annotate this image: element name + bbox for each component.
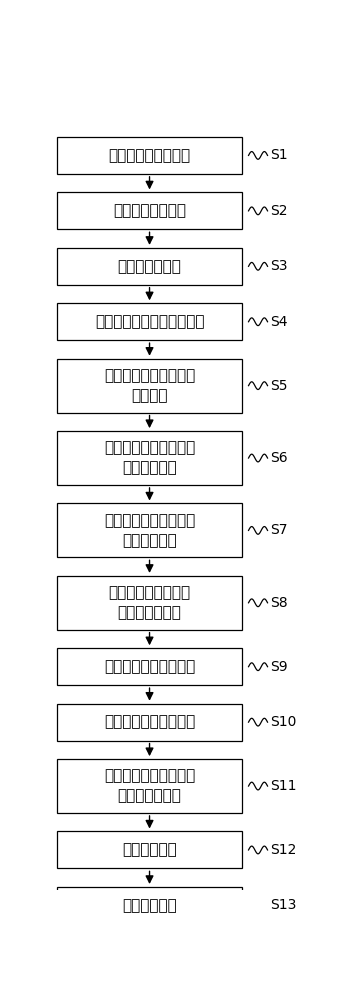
Text: 卫生技术评估确定: 卫生技术评估确定 [113, 203, 186, 218]
Bar [57, 248, 242, 285]
Text: S9: S9 [270, 660, 288, 674]
Text: S12: S12 [270, 843, 296, 857]
Bar [57, 648, 242, 685]
Text: S8: S8 [270, 596, 288, 610]
Bar [57, 704, 242, 741]
Text: S3: S3 [270, 259, 288, 273]
Bar [57, 431, 242, 485]
Text: 医疗服务项目价格决定
要素接受确定: 医疗服务项目价格决定 要素接受确定 [104, 441, 195, 475]
Bar [57, 503, 242, 557]
Text: S6: S6 [270, 451, 288, 465]
Bar [57, 137, 242, 174]
Text: S11: S11 [270, 779, 297, 793]
Text: 医疗服务新技术提出: 医疗服务新技术提出 [108, 148, 191, 163]
Bar [57, 303, 242, 340]
Bar [57, 831, 242, 868]
Bar [57, 887, 242, 924]
Bar [57, 576, 242, 630]
Text: 医疗服务项目池: 医疗服务项目池 [118, 259, 182, 274]
Text: 确定需要纳入价格谈判
的医疗服务项目: 确定需要纳入价格谈判 的医疗服务项目 [104, 769, 195, 803]
Text: 启动谈判程序: 启动谈判程序 [122, 842, 177, 857]
Bar [57, 359, 242, 413]
Text: 形成均衡价格: 形成均衡价格 [122, 898, 177, 913]
Text: 医疗服务项目价格评估: 医疗服务项目价格评估 [104, 715, 195, 730]
Text: S13: S13 [270, 898, 296, 912]
Text: 测算医疗服务项目价格: 测算医疗服务项目价格 [104, 659, 195, 674]
Text: S7: S7 [270, 523, 288, 537]
Bar [57, 759, 242, 813]
Bar [57, 192, 242, 229]
Text: S2: S2 [270, 204, 288, 218]
Text: 确定拟定价的医疗服务项目: 确定拟定价的医疗服务项目 [95, 314, 204, 329]
Text: S4: S4 [270, 315, 288, 329]
Text: S5: S5 [270, 379, 288, 393]
Text: 初步确定医疗服务项目
价格决定要素: 初步确定医疗服务项目 价格决定要素 [104, 513, 195, 548]
Text: S10: S10 [270, 715, 296, 729]
Text: S1: S1 [270, 148, 288, 162]
Text: 确定医疗服务项目价格
决定要素: 确定医疗服务项目价格 决定要素 [104, 368, 195, 403]
Text: 确定医疗服务项目价
格形成机制模型: 确定医疗服务项目价 格形成机制模型 [108, 585, 191, 620]
